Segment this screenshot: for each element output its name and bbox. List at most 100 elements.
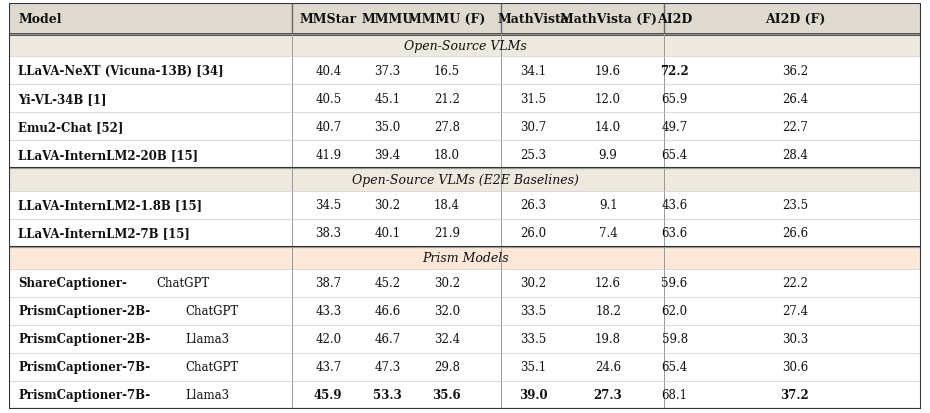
Text: 18.0: 18.0 (433, 149, 459, 161)
Text: 35.1: 35.1 (520, 361, 547, 373)
Text: 9.9: 9.9 (599, 149, 618, 161)
Text: 27.8: 27.8 (433, 121, 459, 133)
Text: 47.3: 47.3 (375, 361, 401, 373)
Bar (9, 191, 921, 219)
Text: 63.6: 63.6 (661, 227, 688, 240)
Bar (9, 4, 921, 35)
Text: 30.7: 30.7 (520, 121, 547, 133)
Text: 53.3: 53.3 (373, 388, 402, 401)
Text: MMMU (F): MMMU (F) (408, 13, 485, 26)
Text: 59.8: 59.8 (661, 332, 687, 345)
Text: 26.0: 26.0 (520, 227, 547, 240)
Text: 35.6: 35.6 (432, 388, 461, 401)
Text: 40.1: 40.1 (375, 227, 401, 240)
Text: 27.3: 27.3 (593, 388, 622, 401)
Text: MMMU: MMMU (362, 13, 414, 26)
Text: 26.4: 26.4 (782, 93, 808, 106)
Text: 40.4: 40.4 (315, 65, 341, 78)
Text: 34.1: 34.1 (520, 65, 547, 78)
Text: PrismCaptioner-7B-: PrismCaptioner-7B- (19, 388, 151, 401)
Text: 33.5: 33.5 (520, 304, 547, 318)
Text: Open-Source VLMs: Open-Source VLMs (404, 40, 526, 53)
Text: 14.0: 14.0 (595, 121, 621, 133)
Text: Prism Models: Prism Models (421, 252, 509, 264)
Text: Llama3: Llama3 (185, 388, 230, 401)
Text: 27.4: 27.4 (782, 304, 808, 318)
Text: 38.7: 38.7 (315, 277, 341, 290)
Text: 12.0: 12.0 (595, 93, 621, 106)
Text: 49.7: 49.7 (661, 121, 688, 133)
Text: Model: Model (19, 13, 62, 26)
Text: 28.4: 28.4 (782, 149, 808, 161)
Text: 45.9: 45.9 (314, 388, 342, 401)
Text: 18.4: 18.4 (433, 199, 459, 211)
Text: 25.3: 25.3 (520, 149, 547, 161)
Bar (9, 247, 921, 269)
Text: LLaVA-InternLM2-1.8B [15]: LLaVA-InternLM2-1.8B [15] (19, 199, 203, 211)
Text: PrismCaptioner-2B-: PrismCaptioner-2B- (19, 304, 151, 318)
Text: 42.0: 42.0 (315, 332, 341, 345)
Text: 12.6: 12.6 (595, 277, 621, 290)
Text: AI2D: AI2D (657, 13, 692, 26)
Text: 23.5: 23.5 (782, 199, 808, 211)
Text: Emu2-Chat [52]: Emu2-Chat [52] (19, 121, 124, 133)
Bar (9, 297, 921, 325)
Text: MathVista (F): MathVista (F) (560, 13, 657, 26)
Bar (9, 381, 921, 409)
Text: 43.7: 43.7 (315, 361, 341, 373)
Text: 40.7: 40.7 (315, 121, 341, 133)
Bar (9, 57, 921, 85)
Text: 45.2: 45.2 (375, 277, 401, 290)
Text: 43.3: 43.3 (315, 304, 341, 318)
Bar (9, 85, 921, 113)
Text: 21.9: 21.9 (433, 227, 459, 240)
Text: 59.6: 59.6 (661, 277, 688, 290)
Text: 39.0: 39.0 (519, 388, 548, 401)
Text: 41.9: 41.9 (315, 149, 341, 161)
Text: 22.7: 22.7 (782, 121, 808, 133)
Text: 21.2: 21.2 (433, 93, 459, 106)
Text: 43.6: 43.6 (661, 199, 688, 211)
Bar (9, 141, 921, 169)
Text: ChatGPT: ChatGPT (156, 277, 209, 290)
Text: ChatGPT: ChatGPT (185, 361, 239, 373)
Text: 40.5: 40.5 (315, 93, 341, 106)
Text: Yi-VL-34B [1]: Yi-VL-34B [1] (19, 93, 107, 106)
Text: 30.3: 30.3 (782, 332, 808, 345)
Text: 36.2: 36.2 (782, 65, 808, 78)
Text: 16.5: 16.5 (433, 65, 459, 78)
Text: 37.2: 37.2 (780, 388, 809, 401)
Text: 30.6: 30.6 (782, 361, 808, 373)
Text: 19.6: 19.6 (595, 65, 621, 78)
Text: PrismCaptioner-2B-: PrismCaptioner-2B- (19, 332, 151, 345)
Text: 62.0: 62.0 (661, 304, 687, 318)
Text: 19.8: 19.8 (595, 332, 621, 345)
Text: 26.3: 26.3 (520, 199, 547, 211)
Text: 9.1: 9.1 (599, 199, 618, 211)
Text: 22.2: 22.2 (782, 277, 808, 290)
Text: 29.8: 29.8 (433, 361, 459, 373)
Text: ShareCaptioner-: ShareCaptioner- (19, 277, 127, 290)
Text: 45.1: 45.1 (375, 93, 401, 106)
Bar (9, 325, 921, 353)
Text: 46.7: 46.7 (375, 332, 401, 345)
Bar (9, 269, 921, 297)
Text: 65.9: 65.9 (661, 93, 688, 106)
Text: Llama3: Llama3 (186, 332, 230, 345)
Bar (9, 353, 921, 381)
Text: 31.5: 31.5 (520, 93, 547, 106)
Text: 32.4: 32.4 (433, 332, 459, 345)
Text: LLaVA-NeXT (Vicuna-13B) [34]: LLaVA-NeXT (Vicuna-13B) [34] (19, 65, 224, 78)
Text: 37.3: 37.3 (375, 65, 401, 78)
Text: 18.2: 18.2 (595, 304, 621, 318)
Text: 32.0: 32.0 (433, 304, 459, 318)
Bar (9, 219, 921, 247)
Text: MMStar: MMStar (299, 13, 357, 26)
Text: 33.5: 33.5 (520, 332, 547, 345)
Text: LLaVA-InternLM2-7B [15]: LLaVA-InternLM2-7B [15] (19, 227, 191, 240)
Text: 72.2: 72.2 (660, 65, 689, 78)
Text: 35.0: 35.0 (375, 121, 401, 133)
Text: 38.3: 38.3 (315, 227, 341, 240)
Text: MathVista: MathVista (498, 13, 569, 26)
Text: 24.6: 24.6 (595, 361, 621, 373)
